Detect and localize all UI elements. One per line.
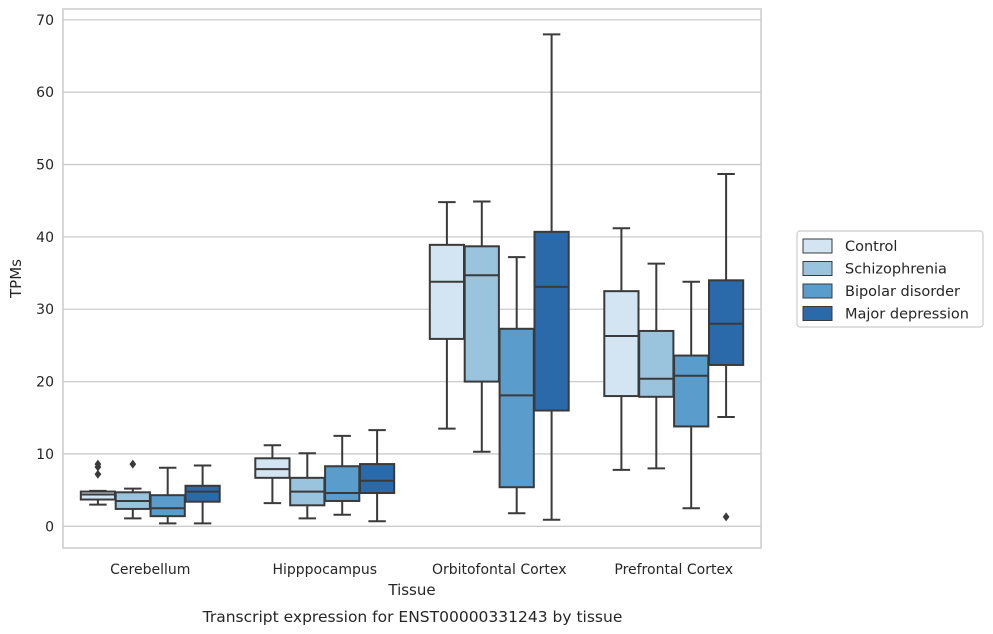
box-iqr	[603, 290, 640, 398]
plot-frame	[62, 8, 762, 549]
box	[358, 429, 396, 523]
y-tick-label: 50	[36, 158, 54, 174]
box	[114, 459, 151, 520]
y-tick-label: 0	[45, 519, 54, 535]
y-axis-label: TPMs	[7, 259, 25, 299]
y-gridlines	[63, 19, 761, 527]
legend-label: Bipolar disorder	[845, 284, 960, 300]
y-tick-label: 30	[36, 302, 54, 318]
legend-swatch	[802, 283, 833, 299]
y-tick-label: 60	[36, 85, 54, 101]
legend: Control Schizophrenia Bipolar disorder Majo…	[796, 230, 984, 328]
box-iqr	[533, 230, 570, 412]
outlier-point	[129, 459, 137, 469]
outlier-point	[722, 512, 730, 522]
box-iqr	[149, 494, 186, 518]
y-tick-label: 20	[36, 375, 54, 391]
box	[638, 262, 675, 470]
x-axis-label: Tissue	[387, 581, 435, 599]
box	[254, 444, 291, 505]
box-series	[79, 33, 745, 525]
box-iqr	[463, 245, 500, 383]
y-tick-label: 10	[36, 447, 54, 463]
y-tick-label: 40	[36, 230, 54, 246]
box	[533, 33, 570, 521]
outlier-point	[94, 459, 102, 469]
x-tick-label: Prefrontal Cortex	[614, 562, 733, 578]
box	[603, 227, 640, 471]
x-tick-label: Hipppocampus	[272, 562, 377, 578]
chart-caption: Transcript expression for ENST0000033124…	[202, 608, 623, 626]
legend-label: Schizophrenia	[845, 262, 947, 278]
y-tick-labels: 0 10 20 30 40 50 60 70	[36, 13, 54, 535]
box	[428, 201, 466, 430]
outlier-point	[94, 469, 102, 479]
legend-swatch	[802, 306, 833, 321]
box-iqr	[498, 327, 535, 489]
legend-swatch	[802, 238, 833, 254]
box	[149, 466, 186, 525]
box	[79, 459, 117, 506]
box-iqr	[358, 463, 396, 495]
box	[324, 434, 361, 516]
y-tick-label: 70	[36, 13, 54, 29]
legend-label: Control	[845, 239, 897, 255]
box	[673, 280, 710, 510]
box-iqr	[254, 457, 291, 479]
box	[184, 464, 221, 525]
box-iqr	[324, 465, 361, 502]
box	[498, 256, 535, 515]
box	[463, 200, 500, 453]
legend-swatch	[802, 261, 833, 276]
box-iqr	[79, 490, 117, 501]
x-tick-label: Cerebellum	[110, 562, 190, 578]
box-iqr	[673, 354, 710, 428]
box	[707, 172, 745, 522]
x-tick-label: Orbitofontal Cortex	[432, 562, 567, 578]
box-iqr	[428, 243, 466, 340]
box-iqr	[707, 279, 745, 366]
legend-label: Major depression	[845, 307, 969, 323]
box-iqr	[638, 329, 675, 398]
box-iqr	[184, 484, 221, 503]
x-tick-labels: Cerebellum Hipppocampus Orbitofontal Corte…	[110, 562, 733, 578]
legend-frame	[796, 230, 984, 328]
box	[289, 452, 326, 520]
